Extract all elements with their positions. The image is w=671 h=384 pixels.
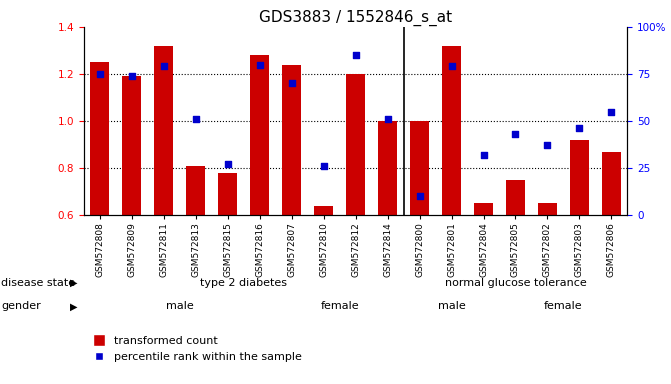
Text: male: male [166, 301, 194, 311]
Point [126, 73, 137, 79]
Point [222, 161, 233, 167]
Point [95, 71, 105, 77]
Text: ▶: ▶ [70, 278, 78, 288]
Text: ▶: ▶ [70, 301, 78, 311]
Bar [602, 152, 621, 215]
Bar [186, 166, 205, 215]
Point [478, 152, 489, 158]
Point [350, 52, 361, 58]
Bar [346, 74, 365, 215]
Text: normal glucose tolerance: normal glucose tolerance [445, 278, 586, 288]
Point [318, 163, 329, 169]
Bar [282, 65, 301, 215]
Bar [91, 62, 109, 215]
Title: GDS3883 / 1552846_s_at: GDS3883 / 1552846_s_at [259, 9, 452, 25]
Bar [570, 140, 589, 215]
Text: female: female [544, 301, 582, 311]
Bar [442, 46, 461, 215]
Bar [218, 173, 238, 215]
Bar [154, 46, 173, 215]
Point [446, 63, 457, 70]
Point [606, 109, 617, 115]
Text: female: female [320, 301, 359, 311]
Text: male: male [437, 301, 466, 311]
Bar [506, 180, 525, 215]
Legend: transformed count, percentile rank within the sample: transformed count, percentile rank withi… [89, 332, 306, 367]
Bar [410, 121, 429, 215]
Point [510, 131, 521, 137]
Point [191, 116, 201, 122]
Point [542, 142, 553, 149]
Bar [474, 203, 493, 215]
Point [158, 63, 169, 70]
Bar [122, 76, 142, 215]
Text: disease state: disease state [1, 278, 75, 288]
Point [382, 116, 393, 122]
Point [254, 61, 265, 68]
Bar [538, 203, 557, 215]
Point [414, 193, 425, 199]
Point [287, 80, 297, 86]
Text: gender: gender [1, 301, 41, 311]
Bar [250, 55, 269, 215]
Text: type 2 diabetes: type 2 diabetes [200, 278, 287, 288]
Bar [314, 206, 333, 215]
Bar [378, 121, 397, 215]
Point [574, 126, 585, 132]
